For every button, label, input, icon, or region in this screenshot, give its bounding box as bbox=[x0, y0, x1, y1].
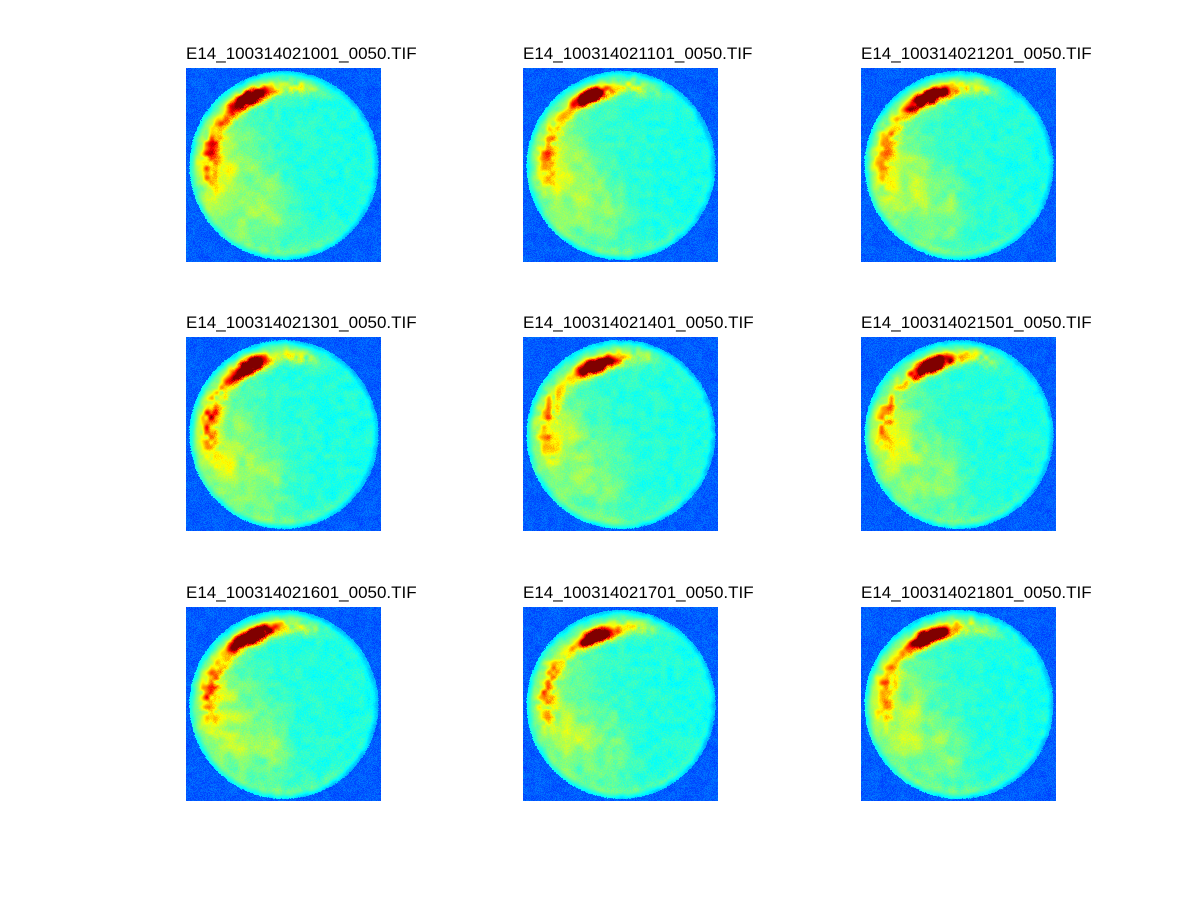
panel-title: E14_100314021001_0050.TIF bbox=[186, 44, 417, 63]
sample-image bbox=[186, 68, 381, 262]
sample-image-panel bbox=[861, 337, 1056, 531]
panel-title: E14_100314021301_0050.TIF bbox=[186, 313, 417, 332]
sample-image bbox=[186, 337, 381, 531]
panel-title: E14_100314021101_0050.TIF bbox=[523, 44, 753, 63]
sample-image-panel bbox=[523, 68, 718, 262]
sample-image-panel bbox=[186, 68, 381, 262]
sample-image-panel bbox=[861, 68, 1056, 262]
sample-image bbox=[861, 68, 1056, 262]
sample-image-panel bbox=[186, 337, 381, 531]
sample-image bbox=[861, 337, 1056, 531]
sample-image-panel bbox=[861, 607, 1056, 801]
sample-image-panel bbox=[523, 337, 718, 531]
sample-image bbox=[523, 607, 718, 801]
panel-title: E14_100314021401_0050.TIF bbox=[523, 313, 754, 332]
panel-title: E14_100314021801_0050.TIF bbox=[861, 583, 1092, 602]
panel-title: E14_100314021201_0050.TIF bbox=[861, 44, 1092, 63]
panel-title: E14_100314021701_0050.TIF bbox=[523, 583, 754, 602]
sample-image bbox=[186, 607, 381, 801]
sample-image bbox=[523, 337, 718, 531]
panel-title: E14_100314021601_0050.TIF bbox=[186, 583, 417, 602]
sample-image-panel bbox=[186, 607, 381, 801]
sample-image bbox=[861, 607, 1056, 801]
sample-image bbox=[523, 68, 718, 262]
sample-image-panel bbox=[523, 607, 718, 801]
panel-title: E14_100314021501_0050.TIF bbox=[861, 313, 1092, 332]
